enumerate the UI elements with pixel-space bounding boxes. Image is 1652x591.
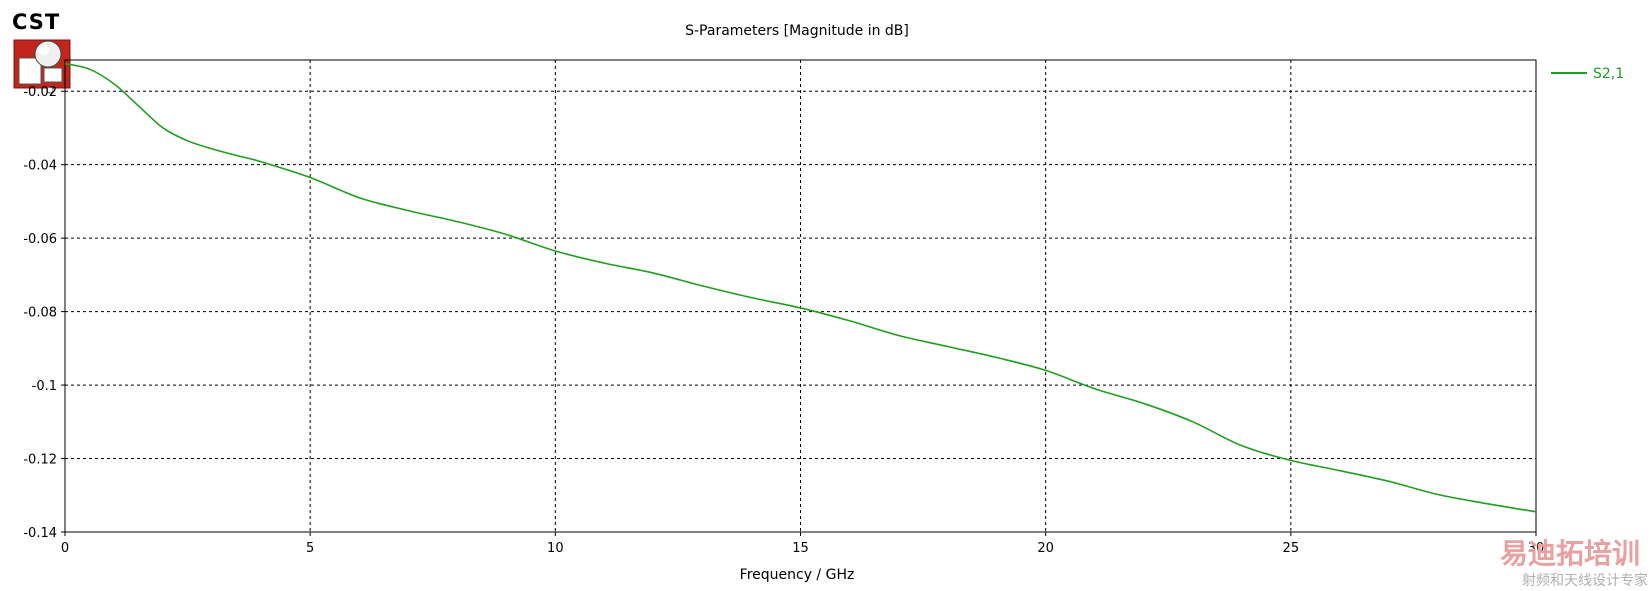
x-tick-label: 20 bbox=[1037, 541, 1054, 556]
series-layer bbox=[64, 62, 1537, 513]
x-tick-label: 30 bbox=[1528, 541, 1545, 556]
y-tick-label: -0.12 bbox=[23, 453, 57, 468]
y-tick-label: -0.06 bbox=[23, 232, 57, 247]
cst-logo: CST bbox=[12, 10, 71, 94]
y-tick-label: -0.08 bbox=[23, 306, 57, 321]
watermark-title: 易迪拓培训 bbox=[1500, 537, 1640, 570]
x-tick-label: 10 bbox=[547, 541, 564, 556]
x-tick-label: 25 bbox=[1283, 541, 1300, 556]
x-tick-label: 15 bbox=[792, 541, 809, 556]
watermark-subtitle: 射频和天线设计专家 bbox=[1522, 572, 1648, 589]
y-tick-label: -0.04 bbox=[23, 159, 57, 174]
cst-logo-icon bbox=[13, 39, 71, 94]
chart-title: S-Parameters [Magnitude in dB] bbox=[685, 23, 909, 39]
x-axis-ticks: 0 5 10 15 20 25 30 bbox=[61, 532, 1544, 556]
x-tick-label: 0 bbox=[61, 541, 69, 556]
legend: S2,1 bbox=[1551, 66, 1624, 82]
y-tick-label: -0.14 bbox=[23, 526, 57, 541]
x-axis-title: Frequency / GHz bbox=[740, 567, 855, 583]
y-tick-label: -0.1 bbox=[32, 379, 57, 394]
x-tick-label: 5 bbox=[306, 541, 314, 556]
series-line-s21 bbox=[64, 62, 1537, 513]
legend-label: S2,1 bbox=[1593, 66, 1624, 82]
y-axis-ticks: -0.02 -0.04 -0.06 -0.08 -0.1 -0.12 -0.14 bbox=[23, 85, 65, 541]
y-tick-label: -0.02 bbox=[23, 85, 57, 100]
grid-lines bbox=[65, 60, 1536, 532]
watermark: 易迪拓培训 射频和天线设计专家 bbox=[1500, 537, 1648, 589]
logo-text: CST bbox=[12, 10, 60, 34]
